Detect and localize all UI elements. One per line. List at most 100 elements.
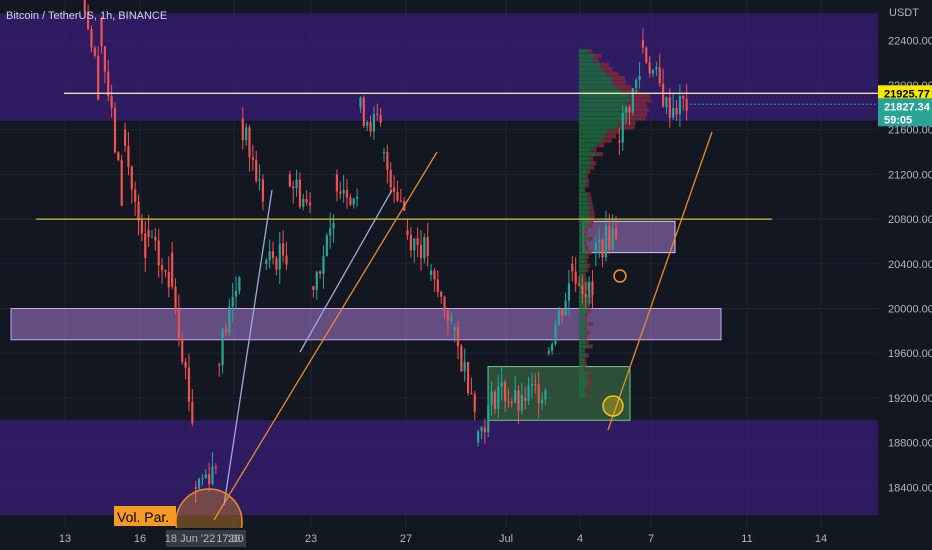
volume-bar: [579, 304, 586, 309]
candle: [631, 88, 634, 113]
trendline[interactable]: [299, 189, 393, 353]
volume-bar: [579, 102, 627, 108]
candle: [261, 179, 265, 202]
candle: [682, 96, 685, 99]
volume-bar: [588, 156, 594, 161]
candle: [661, 83, 665, 107]
volume-bar: [585, 286, 589, 291]
volume-bar: [579, 152, 596, 157]
candle: [224, 328, 228, 333]
volume-bar: [588, 223, 593, 228]
volume-bar: [579, 312, 586, 318]
time-tick-label: 18 Jun '22: [165, 533, 215, 545]
volume-bar: [579, 111, 627, 117]
candle: [668, 97, 671, 118]
volume-bar: [579, 232, 585, 237]
volume-bar: [586, 330, 590, 336]
price-tick-label: 22400.00: [888, 35, 932, 47]
price-axis[interactable]: USDT 18400.00 18800.00 19200.00 19600.00 200…: [878, 0, 932, 528]
candle: [406, 230, 409, 235]
candle: [194, 487, 197, 489]
candle: [625, 107, 628, 113]
candle: [645, 47, 648, 63]
volume-bar: [579, 339, 586, 344]
candle: [150, 236, 154, 238]
zone-breakout-box: [582, 220, 676, 254]
candle: [100, 17, 103, 47]
time-tick-label: 11: [741, 533, 752, 545]
candle: [480, 427, 483, 432]
volume-bar: [585, 375, 589, 380]
volume-bar: [588, 380, 593, 385]
volume-bar: [588, 295, 593, 300]
time-tick-label: 16: [134, 533, 146, 545]
volume-bar: [585, 339, 589, 344]
volume-bar: [584, 232, 587, 237]
horizontal-levels[interactable]: [36, 0, 878, 220]
volume-bar: [583, 187, 586, 193]
trendline[interactable]: [213, 151, 438, 521]
candle: [604, 225, 608, 258]
volume-bar: [618, 120, 636, 125]
volume-bar: [583, 272, 586, 277]
volume-bar: [621, 89, 640, 94]
candle: [376, 114, 379, 116]
zone-middle-support-zone: [10, 308, 722, 341]
volume-bar: [587, 250, 592, 255]
volume-bar: [587, 192, 591, 197]
last-price-badge: [878, 98, 932, 127]
volume-bar: [579, 178, 587, 184]
volume-bar: [579, 357, 585, 362]
candle: [123, 129, 127, 146]
candle: [483, 427, 486, 433]
volume-bar: [579, 295, 589, 300]
candle: [93, 47, 96, 56]
candle: [507, 400, 510, 403]
candle: [86, 12, 90, 30]
volume-bar: [579, 330, 587, 336]
candle: [429, 270, 433, 275]
candle: [275, 258, 278, 270]
volume-bar: [583, 348, 586, 353]
candle: [228, 306, 231, 333]
retest-circle-marker: [602, 395, 624, 417]
volume-bar: [579, 277, 585, 282]
vol-par-annotation[interactable]: Vol. Par.: [114, 506, 176, 526]
volume-bar: [579, 67, 603, 72]
time-tick-label: 4: [577, 533, 583, 545]
crosshair-date-badge: [166, 530, 246, 547]
volume-bar: [586, 384, 590, 389]
volume-bar: [579, 308, 588, 313]
volume-bar: [583, 366, 586, 371]
volume-bar: [606, 71, 619, 76]
volume-bar: [592, 58, 599, 63]
time-tick-label: 27: [400, 533, 412, 545]
volume-bar: [579, 196, 588, 201]
candle: [285, 255, 288, 265]
volume-bar: [579, 380, 589, 385]
candle: [234, 291, 238, 297]
volume-bar: [579, 335, 585, 340]
volume-bar: [585, 312, 588, 318]
candle: [551, 344, 554, 351]
candle: [409, 234, 413, 251]
volume-bar: [579, 268, 586, 273]
trendline[interactable]: [607, 131, 713, 431]
candle: [389, 170, 392, 188]
volume-bar: [579, 219, 590, 224]
trendline[interactable]: [223, 189, 273, 506]
candle: [197, 478, 201, 489]
candle: [440, 292, 443, 297]
volume-bar: [579, 116, 626, 121]
candle: [295, 179, 298, 189]
volume-bar: [606, 129, 619, 134]
candle: [167, 271, 170, 288]
candle: [672, 107, 675, 118]
zone-consolidation-box: [487, 366, 631, 421]
volume-bar: [625, 116, 646, 121]
trendlines[interactable]: [213, 131, 713, 521]
volume-bar: [579, 371, 588, 376]
